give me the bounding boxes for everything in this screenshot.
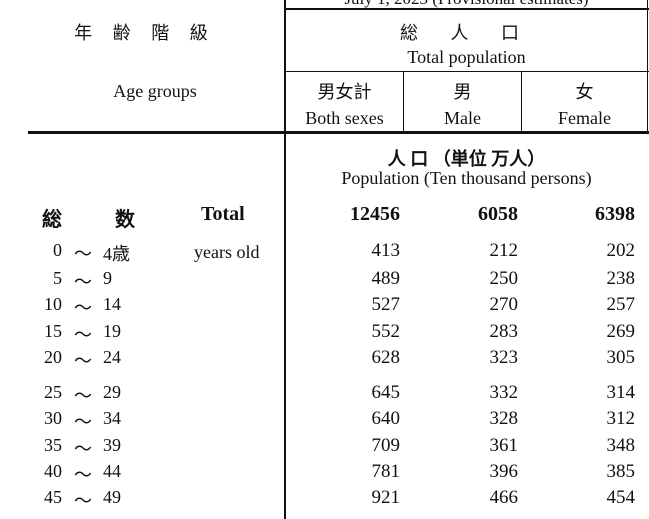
age-from: 45 — [44, 487, 62, 507]
value-both-sexes: 527 — [371, 294, 401, 315]
value-male: 361 — [489, 435, 519, 456]
age-from: 35 — [44, 435, 62, 455]
unit-label-jp: 人 口 （単位 万人） — [387, 149, 546, 169]
age-to: 9 — [103, 268, 112, 288]
age-from: 20 — [44, 347, 62, 367]
female-heading-en: Female — [558, 108, 611, 128]
value-male: 466 — [489, 487, 519, 508]
total-label-jp: 総 数 — [42, 209, 159, 231]
divider-both-male — [403, 71, 404, 132]
age-to: 34 — [103, 408, 121, 428]
value-female: 454 — [606, 487, 636, 508]
value-female: 348 — [606, 435, 636, 456]
age-to: 14 — [103, 294, 121, 314]
age-tilde: ～ — [74, 351, 92, 371]
total-population-heading-en: Total population — [407, 47, 526, 67]
age-groups-heading-en: Age groups — [113, 81, 197, 101]
total-female-value: 6398 — [595, 203, 635, 225]
age-to: 44 — [103, 461, 121, 481]
rule-header-top — [284, 8, 649, 10]
age-tilde: ～ — [74, 272, 92, 292]
age-to: 4歳 — [103, 244, 130, 264]
divider-left-column — [284, 0, 286, 519]
age-tilde: ～ — [74, 386, 92, 406]
age-unit-label: years old — [194, 242, 260, 262]
value-both-sexes: 640 — [371, 408, 401, 429]
age-from: 10 — [44, 294, 62, 314]
unit-label-en: Population (Ten thousand persons) — [341, 168, 592, 188]
value-male: 332 — [489, 382, 519, 403]
value-male: 328 — [489, 408, 519, 429]
value-both-sexes: 413 — [371, 240, 401, 261]
both-sexes-heading-jp: 男女計 — [317, 82, 372, 102]
age-to: 19 — [103, 321, 121, 341]
value-male: 250 — [489, 268, 519, 289]
value-male: 323 — [489, 347, 519, 368]
value-both-sexes: 709 — [371, 435, 401, 456]
value-male: 270 — [489, 294, 519, 315]
value-both-sexes: 921 — [371, 487, 401, 508]
age-to: 24 — [103, 347, 121, 367]
age-tilde: ～ — [74, 439, 92, 459]
age-tilde: ～ — [74, 491, 92, 511]
value-female: 238 — [606, 268, 636, 289]
value-female: 269 — [606, 321, 636, 342]
value-male: 212 — [489, 240, 519, 261]
age-tilde: ～ — [74, 412, 92, 432]
value-male: 396 — [489, 461, 519, 482]
date-caption: July 1, 2023 (Provisional estimates) — [286, 0, 647, 9]
value-female: 314 — [606, 382, 636, 403]
total-male-value: 6058 — [478, 203, 518, 225]
value-both-sexes: 489 — [371, 268, 401, 289]
age-from: 15 — [44, 321, 62, 341]
value-male: 283 — [489, 321, 519, 342]
rule-subheader — [284, 71, 649, 72]
value-both-sexes: 552 — [371, 321, 401, 342]
divider-right-edge — [647, 0, 648, 132]
value-both-sexes: 628 — [371, 347, 401, 368]
value-female: 312 — [606, 408, 636, 429]
value-female: 202 — [606, 240, 636, 261]
rule-header-bottom — [28, 131, 649, 134]
age-from: 40 — [44, 461, 62, 481]
age-tilde: ～ — [74, 298, 92, 318]
age-from: 30 — [44, 408, 62, 428]
value-female: 305 — [606, 347, 636, 368]
age-tilde: ～ — [74, 244, 92, 264]
age-tilde: ～ — [74, 325, 92, 345]
age-to: 49 — [103, 487, 121, 507]
value-female: 257 — [606, 294, 636, 315]
value-both-sexes: 781 — [371, 461, 401, 482]
female-heading-jp: 女 — [575, 82, 594, 102]
age-from: 0 — [53, 240, 62, 260]
male-heading-jp: 男 — [453, 82, 472, 102]
age-tilde: ～ — [74, 465, 92, 485]
age-to: 39 — [103, 435, 121, 455]
divider-male-female — [521, 71, 522, 132]
age-to: 29 — [103, 382, 121, 402]
age-from: 5 — [53, 268, 62, 288]
total-population-heading-jp: 総 人 口 — [400, 23, 533, 43]
age-groups-heading-jp: 年 齢 階 級 — [74, 23, 216, 43]
value-female: 385 — [606, 461, 636, 482]
male-heading-en: Male — [444, 108, 481, 128]
total-label-en: Total — [201, 203, 245, 225]
value-both-sexes: 645 — [371, 382, 401, 403]
age-from: 25 — [44, 382, 62, 402]
total-both-value: 12456 — [350, 203, 400, 225]
both-sexes-heading-en: Both sexes — [305, 108, 384, 128]
